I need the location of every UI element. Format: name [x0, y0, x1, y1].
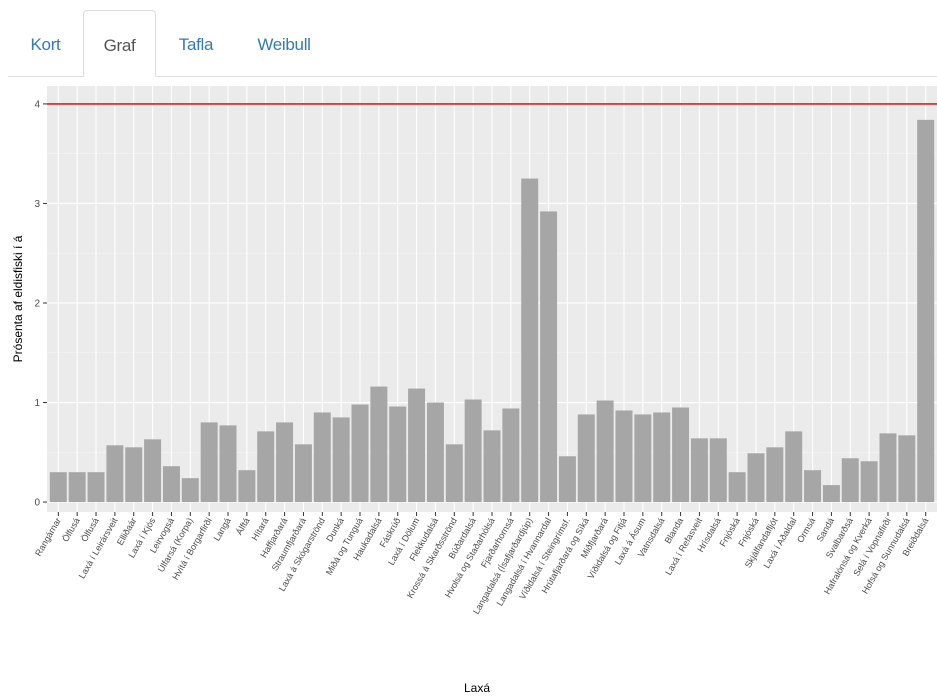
bar — [540, 211, 558, 503]
bar — [144, 439, 162, 503]
bars — [49, 119, 935, 503]
bar — [370, 386, 388, 503]
bar — [181, 478, 199, 503]
bar — [106, 445, 124, 503]
bar — [219, 425, 237, 503]
bar — [841, 458, 859, 503]
bar — [860, 461, 878, 503]
bar — [596, 400, 614, 503]
tab-bar: Kort Graf Tafla Weibull — [8, 10, 937, 77]
x-tick-label: Rangárnar — [33, 516, 63, 558]
bar — [690, 438, 708, 503]
bar — [276, 422, 294, 503]
bar — [68, 472, 86, 503]
y-tick-label: 2 — [34, 298, 40, 309]
bar — [332, 417, 350, 503]
bar — [577, 414, 595, 503]
bar — [728, 472, 746, 503]
x-axis-title: Laxá — [464, 681, 490, 695]
bar — [294, 444, 312, 503]
bar — [426, 402, 444, 503]
bar — [822, 485, 840, 503]
bar — [502, 408, 520, 503]
bar — [615, 410, 633, 503]
bar — [464, 399, 482, 503]
bar — [313, 412, 331, 503]
bar — [87, 472, 105, 503]
tab-kort[interactable]: Kort — [30, 35, 61, 54]
bar — [238, 470, 256, 503]
bar — [49, 472, 67, 503]
bar — [351, 404, 369, 503]
tab-graf[interactable]: Graf — [83, 10, 156, 77]
bar — [257, 431, 275, 503]
x-tick-label: Langá — [212, 516, 233, 543]
bar — [879, 433, 897, 503]
y-axis: 0 1 2 3 4 — [34, 99, 47, 509]
bar — [917, 119, 935, 503]
bar — [709, 438, 727, 503]
bar — [653, 412, 671, 503]
bar — [389, 406, 407, 503]
bar — [521, 178, 539, 503]
bar — [125, 447, 143, 503]
bar — [898, 435, 916, 503]
bar — [785, 431, 803, 503]
bar — [408, 388, 426, 503]
bar — [634, 414, 652, 503]
x-tick-label: Álftá — [234, 516, 252, 537]
bar — [558, 456, 576, 503]
y-tick-label: 3 — [34, 199, 40, 210]
bar — [162, 466, 180, 503]
y-axis-title: Prósenta af eldisfiski í á — [11, 235, 25, 362]
bar — [804, 470, 822, 503]
bar — [200, 422, 218, 503]
bar — [766, 447, 784, 503]
bar — [483, 430, 501, 503]
bar — [445, 444, 463, 503]
y-tick-label: 1 — [34, 398, 40, 409]
y-tick-label: 4 — [34, 99, 40, 110]
tab-tafla[interactable]: Tafla — [178, 35, 214, 54]
x-tick-label: Ormsá — [795, 516, 817, 544]
bar — [747, 453, 765, 503]
bar — [672, 407, 690, 503]
tab-weibull[interactable]: Weibull — [257, 35, 311, 54]
y-tick-label: 0 — [34, 498, 40, 509]
